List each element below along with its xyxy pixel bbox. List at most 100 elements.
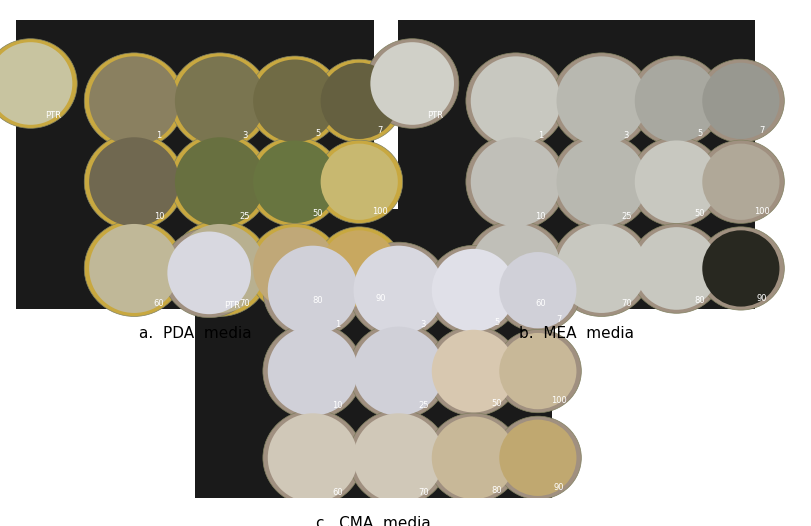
Ellipse shape — [253, 227, 337, 310]
Text: 25: 25 — [239, 212, 250, 221]
Ellipse shape — [348, 242, 448, 338]
Ellipse shape — [634, 59, 718, 142]
Ellipse shape — [89, 56, 179, 145]
Ellipse shape — [162, 228, 255, 318]
Ellipse shape — [556, 224, 646, 313]
Ellipse shape — [174, 224, 264, 313]
Ellipse shape — [634, 140, 718, 223]
Ellipse shape — [315, 140, 402, 224]
FancyBboxPatch shape — [195, 209, 551, 498]
Text: 10: 10 — [332, 401, 342, 410]
Ellipse shape — [169, 53, 269, 149]
Text: 50: 50 — [312, 209, 323, 218]
Text: PTR: PTR — [427, 111, 443, 120]
Text: 7: 7 — [758, 126, 764, 135]
Text: c.  CMA  media: c. CMA media — [315, 515, 431, 526]
Text: 90: 90 — [553, 483, 564, 492]
Ellipse shape — [431, 417, 515, 499]
Ellipse shape — [494, 416, 581, 499]
Ellipse shape — [551, 53, 650, 149]
Text: 80: 80 — [693, 296, 704, 305]
Ellipse shape — [470, 137, 560, 226]
Text: 5: 5 — [493, 318, 499, 327]
Ellipse shape — [348, 410, 448, 506]
Ellipse shape — [702, 230, 779, 307]
Ellipse shape — [84, 134, 184, 230]
Ellipse shape — [353, 327, 443, 416]
Text: 80: 80 — [312, 296, 323, 305]
Ellipse shape — [427, 413, 520, 503]
Text: b.  MEA  media: b. MEA media — [518, 326, 633, 341]
Ellipse shape — [0, 42, 72, 125]
Ellipse shape — [174, 137, 264, 226]
FancyBboxPatch shape — [397, 20, 754, 309]
Text: 1: 1 — [156, 131, 161, 140]
Ellipse shape — [499, 420, 576, 496]
Text: 100: 100 — [372, 207, 388, 216]
Ellipse shape — [370, 42, 453, 125]
Text: PTR: PTR — [224, 300, 240, 310]
Text: 60: 60 — [332, 488, 342, 497]
Ellipse shape — [431, 330, 515, 412]
Text: 1: 1 — [334, 320, 340, 329]
Ellipse shape — [320, 144, 397, 220]
Text: 10: 10 — [153, 212, 164, 221]
Ellipse shape — [470, 224, 560, 313]
Ellipse shape — [499, 252, 576, 328]
Ellipse shape — [697, 59, 783, 143]
Ellipse shape — [268, 246, 358, 335]
Ellipse shape — [365, 39, 458, 128]
Ellipse shape — [634, 227, 718, 310]
Text: 70: 70 — [239, 299, 250, 308]
Text: 5: 5 — [315, 128, 320, 138]
Text: 3: 3 — [242, 131, 247, 140]
Text: 90: 90 — [375, 294, 385, 302]
Text: 60: 60 — [534, 299, 545, 308]
Ellipse shape — [348, 323, 448, 419]
Text: 7: 7 — [556, 316, 561, 325]
Ellipse shape — [174, 56, 264, 145]
Ellipse shape — [551, 134, 650, 230]
Ellipse shape — [466, 53, 565, 149]
Text: 50: 50 — [491, 399, 501, 408]
Ellipse shape — [89, 224, 179, 313]
Ellipse shape — [84, 53, 184, 149]
Ellipse shape — [697, 140, 783, 224]
Ellipse shape — [427, 326, 520, 416]
Ellipse shape — [169, 220, 269, 317]
Ellipse shape — [697, 227, 783, 310]
Ellipse shape — [253, 140, 337, 223]
Ellipse shape — [466, 220, 565, 317]
Text: 100: 100 — [753, 207, 769, 216]
Ellipse shape — [268, 413, 358, 502]
Text: 90: 90 — [756, 294, 766, 302]
Ellipse shape — [320, 63, 397, 139]
Ellipse shape — [263, 323, 363, 419]
Ellipse shape — [470, 56, 560, 145]
Ellipse shape — [84, 220, 184, 317]
Ellipse shape — [466, 134, 565, 230]
Ellipse shape — [702, 144, 779, 220]
Ellipse shape — [268, 327, 358, 416]
Ellipse shape — [494, 249, 581, 332]
Text: a.  PDA  media: a. PDA media — [139, 326, 251, 341]
Ellipse shape — [315, 59, 402, 143]
Text: 3: 3 — [623, 131, 629, 140]
Ellipse shape — [629, 224, 723, 313]
Ellipse shape — [248, 137, 341, 227]
Ellipse shape — [248, 56, 341, 146]
Ellipse shape — [629, 137, 723, 227]
Ellipse shape — [89, 137, 179, 226]
Ellipse shape — [551, 220, 650, 317]
Ellipse shape — [499, 333, 576, 409]
FancyBboxPatch shape — [16, 20, 373, 309]
Text: 3: 3 — [420, 320, 426, 329]
Ellipse shape — [248, 224, 341, 313]
Ellipse shape — [556, 137, 646, 226]
Text: 1: 1 — [537, 131, 543, 140]
Ellipse shape — [353, 246, 443, 335]
Ellipse shape — [320, 230, 397, 307]
Text: PTR: PTR — [45, 111, 62, 120]
Ellipse shape — [315, 227, 402, 310]
Text: 25: 25 — [418, 401, 428, 410]
